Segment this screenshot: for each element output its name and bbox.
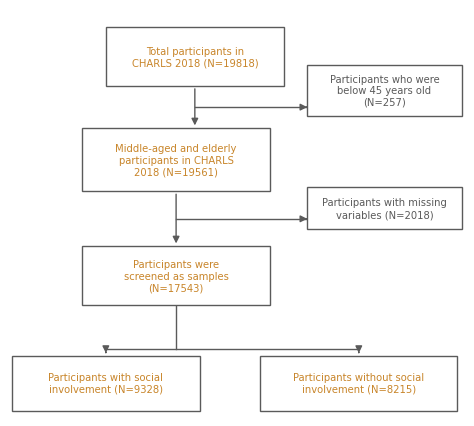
FancyBboxPatch shape	[307, 188, 462, 230]
Text: Middle-aged and elderly
participants in CHARLS
2018 (N=19561): Middle-aged and elderly participants in …	[115, 144, 237, 177]
FancyBboxPatch shape	[82, 247, 270, 305]
Text: Participants with social
involvement (N=9328): Participants with social involvement (N=…	[48, 372, 163, 394]
FancyBboxPatch shape	[82, 129, 270, 192]
Text: Participants without social
involvement (N=8215): Participants without social involvement …	[293, 372, 424, 394]
Text: Participants were
screened as samples
(N=17543): Participants were screened as samples (N…	[124, 259, 228, 293]
FancyBboxPatch shape	[260, 356, 457, 411]
Text: Total participants in
CHARLS 2018 (N=19818): Total participants in CHARLS 2018 (N=198…	[131, 47, 258, 68]
FancyBboxPatch shape	[307, 66, 462, 116]
Text: Participants who were
below 45 years old
(N=257): Participants who were below 45 years old…	[330, 75, 439, 108]
FancyBboxPatch shape	[12, 356, 200, 411]
Text: Participants with missing
variables (N=2018): Participants with missing variables (N=2…	[322, 198, 447, 219]
FancyBboxPatch shape	[106, 28, 284, 87]
